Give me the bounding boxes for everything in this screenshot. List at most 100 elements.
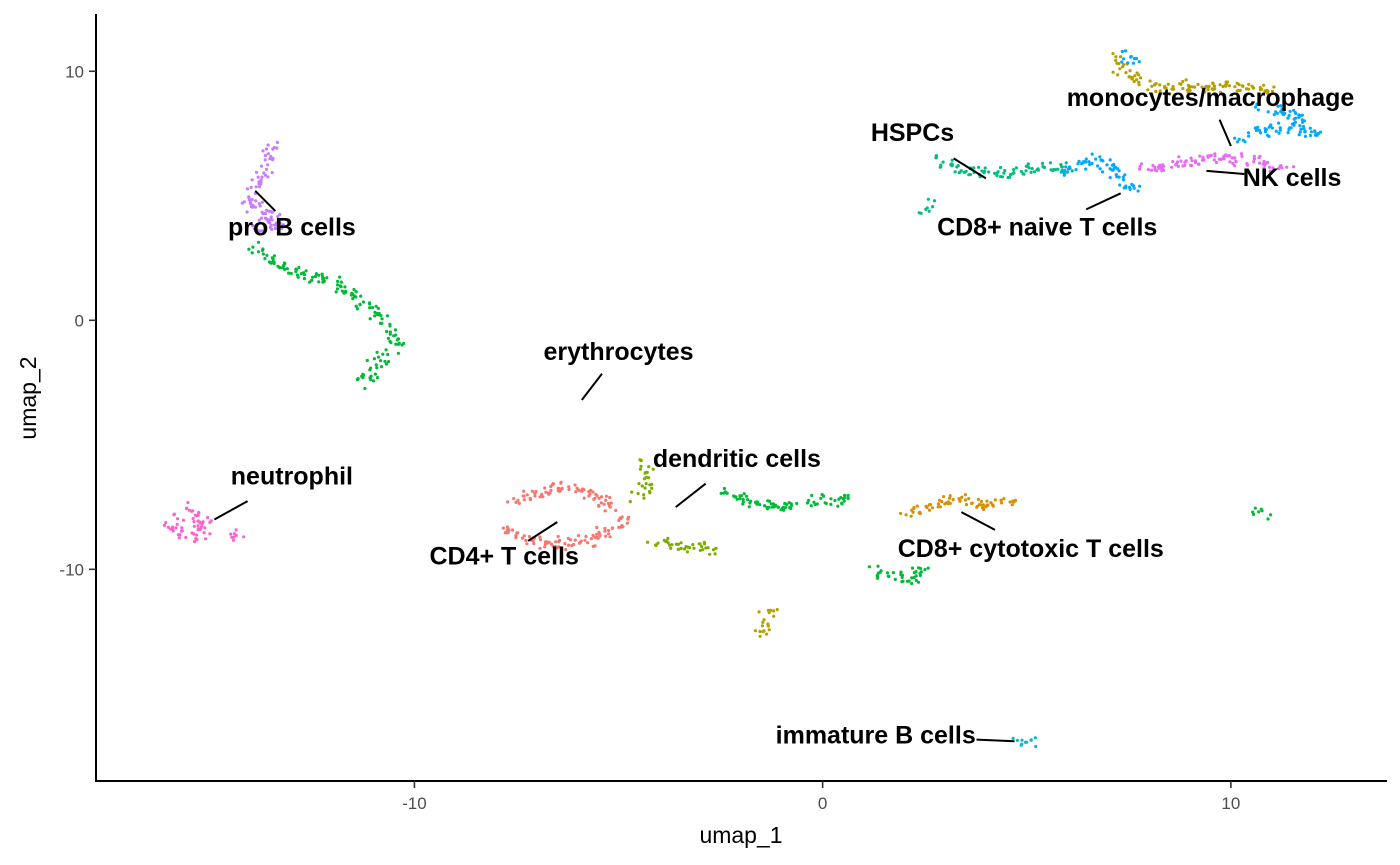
data-point: [265, 208, 269, 212]
data-point: [722, 486, 727, 491]
data-point: [1068, 166, 1072, 170]
data-point: [679, 546, 683, 551]
data-point: [256, 175, 260, 179]
data-point: [1292, 165, 1296, 169]
data-point: [242, 200, 246, 204]
data-point: [842, 499, 846, 503]
data-point: [174, 526, 178, 530]
data-point: [1065, 170, 1069, 174]
data-point: [1258, 161, 1262, 165]
cluster-points-immature-b-cells: [1011, 736, 1038, 749]
data-point: [741, 497, 745, 501]
data-point: [287, 271, 291, 275]
data-point: [559, 480, 563, 484]
data-point: [338, 275, 342, 279]
data-point: [643, 486, 647, 490]
data-point: [1048, 161, 1052, 165]
data-point: [395, 338, 399, 342]
data-point: [354, 295, 358, 299]
data-point: [610, 526, 614, 530]
data-point: [586, 541, 590, 545]
data-point: [512, 497, 516, 501]
data-point: [823, 501, 827, 505]
data-point: [514, 500, 518, 504]
data-point: [273, 223, 277, 227]
data-point: [1000, 501, 1004, 505]
data-point: [1158, 163, 1162, 167]
data-point: [294, 270, 298, 274]
data-point: [503, 531, 507, 535]
data-point: [931, 205, 935, 209]
data-point: [702, 540, 707, 544]
data-point: [1105, 163, 1109, 167]
data-point: [839, 496, 843, 500]
data-point: [1198, 154, 1202, 158]
data-point: [175, 522, 179, 527]
data-point: [541, 495, 545, 499]
data-point: [618, 516, 622, 521]
data-point: [841, 497, 845, 501]
data-point: [1277, 131, 1281, 135]
data-point: [976, 497, 981, 501]
data-point: [1190, 85, 1194, 89]
data-point: [651, 467, 655, 471]
data-point: [674, 542, 679, 546]
data-point: [532, 541, 536, 546]
data-point: [517, 501, 521, 505]
data-point: [1196, 82, 1200, 87]
data-point: [1237, 137, 1241, 141]
data-point: [926, 566, 930, 570]
data-point: [169, 527, 173, 531]
data-point: [993, 498, 997, 502]
data-point: [383, 359, 387, 363]
data-point: [1225, 82, 1229, 86]
data-point: [924, 504, 928, 508]
data-point: [951, 498, 955, 502]
data-point: [264, 167, 269, 171]
data-point: [918, 510, 922, 514]
data-point: [762, 618, 766, 622]
data-point: [1241, 138, 1245, 142]
data-point: [379, 359, 383, 363]
data-point: [254, 199, 258, 203]
data-point: [1130, 75, 1134, 80]
data-point: [829, 502, 833, 506]
data-point: [373, 372, 377, 376]
data-point: [1161, 163, 1165, 167]
data-point: [339, 280, 343, 284]
data-point: [1110, 168, 1114, 172]
data-point: [1179, 159, 1183, 163]
data-point: [714, 546, 718, 551]
cluster-label-dendritic-cells: dendritic cells: [653, 445, 821, 473]
data-point: [379, 314, 383, 318]
data-point: [1230, 156, 1234, 160]
data-point: [1262, 159, 1266, 164]
data-point: [1064, 161, 1068, 165]
data-point: [563, 542, 567, 546]
label-leader-layer: [213, 119, 1245, 743]
data-point: [769, 608, 773, 613]
data-point: [985, 499, 989, 503]
data-point: [1258, 88, 1262, 92]
data-point: [1139, 76, 1143, 80]
data-point: [522, 534, 526, 538]
data-point: [769, 502, 773, 506]
data-point: [181, 518, 186, 522]
data-point: [918, 566, 923, 571]
data-point: [602, 502, 606, 506]
data-point: [637, 482, 641, 486]
data-point: [1213, 154, 1217, 158]
data-point: [603, 509, 607, 513]
data-point: [625, 521, 630, 525]
data-point: [549, 542, 554, 546]
data-point: [1042, 165, 1047, 170]
data-point: [377, 311, 381, 316]
data-point: [264, 147, 269, 151]
data-point: [989, 501, 993, 505]
data-point: [259, 216, 264, 220]
data-point: [1298, 130, 1302, 134]
data-point: [166, 525, 170, 530]
data-point: [310, 275, 315, 279]
data-point: [936, 505, 940, 509]
data-point: [190, 531, 194, 535]
